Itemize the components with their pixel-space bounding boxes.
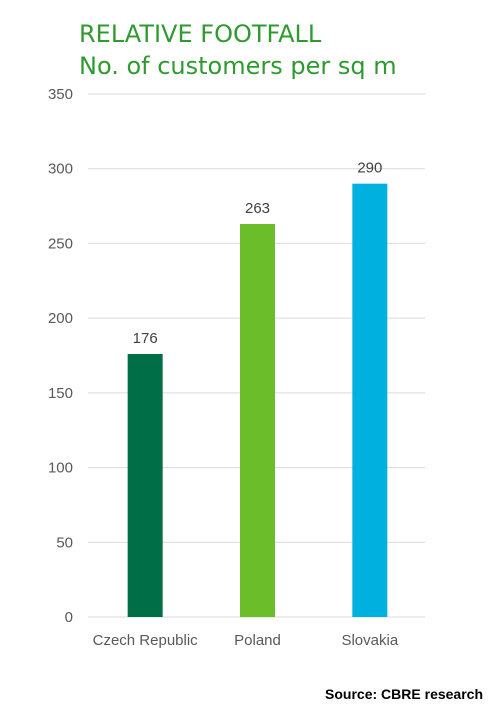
y-tick-label: 50 [56, 534, 73, 551]
y-tick-label: 350 [48, 86, 73, 103]
y-tick-label: 150 [48, 385, 73, 402]
data-label: 176 [133, 330, 158, 347]
bar-slovakia [352, 183, 388, 617]
chart-title-block: RELATIVE FOOTFALL No. of customers per s… [79, 18, 397, 82]
y-tick-label: 200 [48, 310, 73, 327]
chart-subtitle: No. of customers per sq m [79, 52, 397, 80]
data-label: 290 [357, 160, 382, 177]
source-note: Source: CBRE research [325, 686, 483, 702]
y-tick-label: 0 [65, 609, 73, 626]
y-tick-label: 300 [48, 161, 73, 178]
data-label: 263 [245, 200, 270, 217]
bar-czech-republic [127, 354, 163, 617]
category-label: Slovakia [341, 632, 398, 649]
category-label: Czech Republic [93, 632, 199, 649]
y-tick-label: 100 [48, 460, 73, 477]
bar-poland [240, 224, 275, 617]
category-label: Poland [234, 632, 281, 649]
chart-title: RELATIVE FOOTFALL [79, 20, 322, 48]
y-tick-label: 250 [48, 235, 73, 252]
